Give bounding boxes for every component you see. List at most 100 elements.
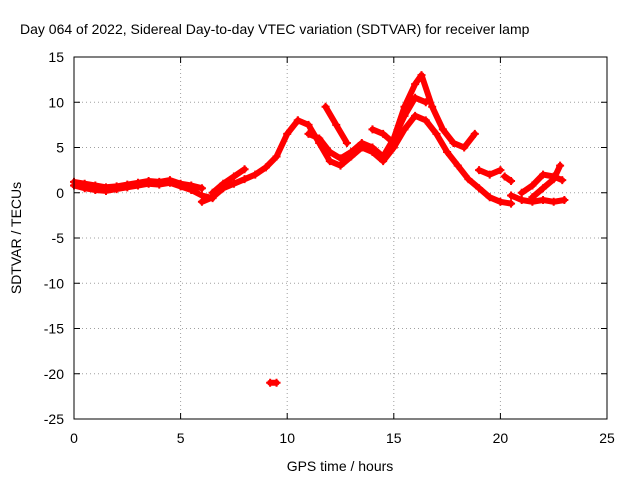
data-point — [379, 152, 388, 161]
data-point — [558, 176, 567, 185]
series-peak — [389, 71, 479, 152]
y-tick-label: -10 — [44, 275, 64, 291]
data-point — [304, 120, 313, 129]
series-band — [209, 166, 248, 196]
series-band — [305, 94, 429, 162]
data-point — [379, 129, 388, 138]
data-point — [539, 195, 548, 204]
data-point — [475, 166, 484, 175]
data-point — [539, 184, 548, 193]
data-point — [411, 93, 420, 102]
data-point — [197, 197, 206, 206]
data-point — [470, 129, 479, 138]
data-point — [165, 176, 174, 185]
data-point — [421, 116, 430, 125]
data-point — [539, 170, 548, 179]
data-point — [133, 178, 142, 187]
y-ticks: 15 10 5 0 -5 -10 -15 -20 -25 — [44, 49, 607, 427]
data-point — [155, 177, 164, 186]
data-point — [80, 179, 89, 188]
data-points — [70, 71, 569, 387]
series-rise-2 — [208, 165, 249, 197]
series-tail-5 — [528, 161, 565, 202]
data-point — [321, 102, 330, 111]
series-tail-3 — [507, 191, 569, 206]
y-tick-label: -25 — [44, 411, 64, 427]
data-point — [336, 154, 345, 163]
data-point — [197, 184, 206, 193]
data-point — [272, 152, 281, 161]
data-point — [417, 71, 426, 80]
x-tick-label: 15 — [386, 430, 402, 446]
data-point — [507, 176, 516, 185]
data-point — [304, 129, 313, 138]
x-ticks: 0 5 10 15 20 25 — [70, 57, 615, 446]
y-tick-label: 15 — [48, 49, 64, 65]
data-point — [453, 161, 462, 170]
x-tick-label: 25 — [599, 430, 615, 446]
data-point — [283, 129, 292, 138]
y-tick-label: -20 — [44, 366, 64, 382]
series-hump-1 — [293, 111, 516, 208]
data-point — [347, 148, 356, 157]
data-point — [229, 172, 238, 181]
data-point — [112, 182, 121, 191]
data-point — [517, 195, 526, 204]
series-tail-1 — [475, 166, 505, 179]
data-point — [91, 181, 100, 190]
data-point — [219, 179, 228, 188]
data-point — [485, 170, 494, 179]
series-outlier — [266, 378, 281, 387]
data-point — [500, 172, 509, 181]
data-point — [428, 102, 437, 111]
data-point — [496, 166, 505, 175]
series-tail-2 — [500, 172, 516, 185]
data-point — [438, 125, 447, 134]
y-tick-label: 10 — [48, 94, 64, 110]
data-point — [240, 165, 249, 174]
data-point — [400, 125, 409, 134]
data-point — [556, 161, 565, 170]
data-point — [229, 179, 238, 188]
x-axis-label: GPS time / hours — [287, 458, 394, 474]
data-point — [325, 148, 334, 157]
data-point — [443, 148, 452, 157]
data-point — [187, 181, 196, 190]
y-tick-label: 5 — [56, 140, 64, 156]
x-tick-label: 5 — [177, 430, 185, 446]
data-point — [549, 175, 558, 184]
data-point — [475, 184, 484, 193]
y-tick-label: -15 — [44, 321, 64, 337]
data-point — [507, 199, 516, 208]
data-point — [449, 138, 458, 147]
data-point — [251, 170, 260, 179]
data-point — [293, 116, 302, 125]
y-tick-label: -5 — [52, 230, 65, 246]
data-point — [342, 138, 351, 147]
data-point — [240, 175, 249, 184]
data-point — [368, 125, 377, 134]
chart-title: Day 064 of 2022, Sidereal Day-to-day VTE… — [20, 21, 530, 37]
data-point — [272, 378, 281, 387]
data-point — [325, 157, 334, 166]
data-point — [208, 188, 217, 197]
data-point — [357, 138, 366, 147]
data-point — [549, 197, 558, 206]
data-point — [517, 188, 526, 197]
data-point — [528, 181, 537, 190]
data-point — [432, 129, 441, 138]
data-point — [332, 120, 341, 129]
series-band — [529, 162, 564, 201]
y-tick-label: 0 — [56, 185, 64, 201]
data-point — [560, 195, 569, 204]
data-point — [101, 183, 110, 192]
data-point — [261, 163, 270, 172]
data-point — [496, 197, 505, 206]
series-hump-2 — [304, 93, 430, 163]
data-point — [507, 191, 516, 200]
data-point — [411, 80, 420, 89]
y-axis-label: SDTVAR / TECUs — [8, 182, 24, 294]
data-point — [315, 134, 324, 143]
series-band — [198, 117, 301, 205]
